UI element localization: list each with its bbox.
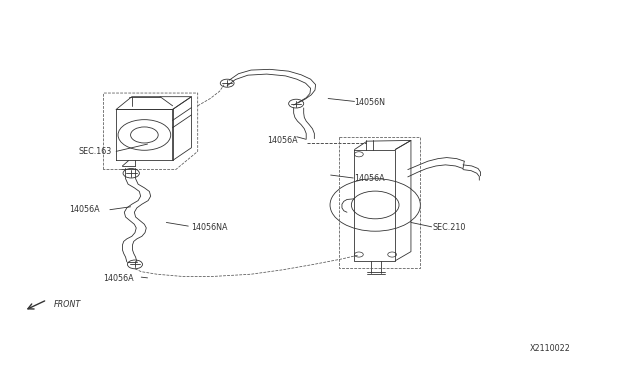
Text: 14056A: 14056A — [267, 136, 298, 145]
Text: 14056NA: 14056NA — [191, 224, 228, 232]
Text: FRONT: FRONT — [54, 300, 81, 309]
Text: X2110022: X2110022 — [530, 344, 571, 353]
Text: SEC.163: SEC.163 — [79, 147, 112, 156]
Text: 14056A: 14056A — [69, 205, 100, 214]
Text: 14056N: 14056N — [355, 98, 385, 107]
Text: 14056A: 14056A — [104, 275, 134, 283]
Text: 14056A: 14056A — [355, 174, 385, 183]
Text: SEC.210: SEC.210 — [433, 224, 467, 232]
